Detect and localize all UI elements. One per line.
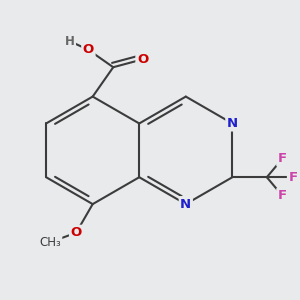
Text: N: N (180, 198, 191, 211)
Text: O: O (137, 53, 148, 66)
Text: O: O (83, 43, 94, 56)
Text: CH₃: CH₃ (39, 236, 61, 249)
Text: H: H (65, 34, 75, 48)
Text: O: O (70, 226, 82, 239)
Text: F: F (278, 189, 287, 202)
Text: N: N (227, 117, 238, 130)
Text: F: F (278, 152, 287, 165)
Text: F: F (289, 171, 298, 184)
